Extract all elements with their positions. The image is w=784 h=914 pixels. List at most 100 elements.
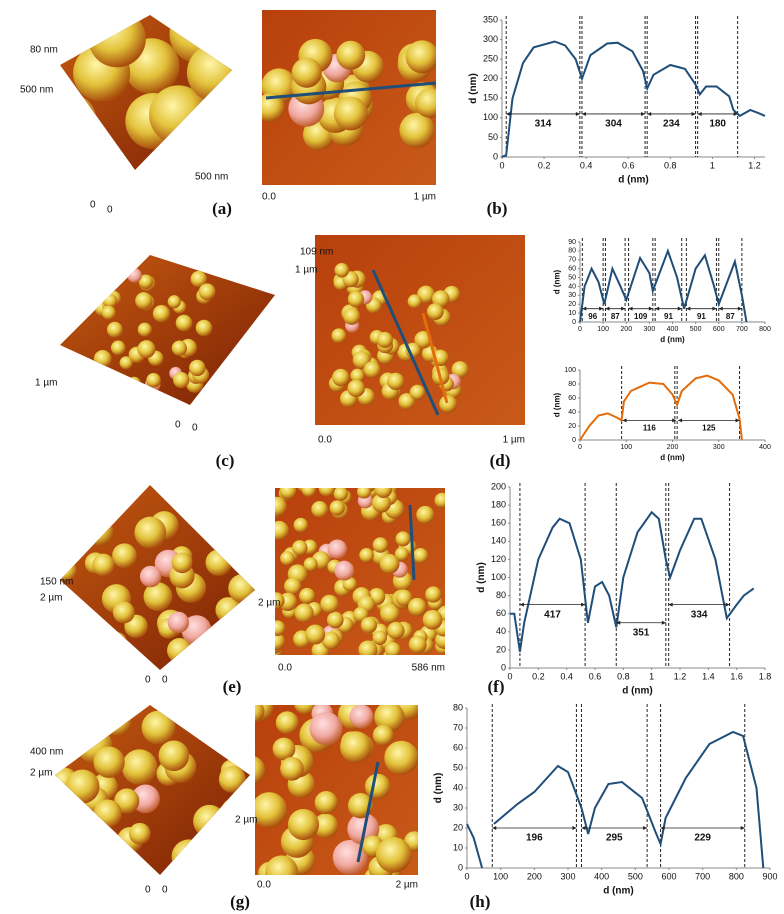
y-axis-label: d (nm) bbox=[476, 562, 487, 593]
width-label: 87 bbox=[726, 312, 735, 321]
grain bbox=[343, 307, 361, 325]
grain bbox=[61, 498, 90, 527]
panel-label: (g) bbox=[230, 892, 250, 911]
grain bbox=[198, 283, 216, 301]
image-axis-label: 2 µm bbox=[30, 768, 52, 779]
grain bbox=[255, 756, 266, 785]
grain bbox=[291, 57, 322, 88]
x-tick-label: 0 bbox=[507, 671, 512, 681]
y-tick-label: 0 bbox=[458, 862, 463, 872]
x-tick-label: 1.2 bbox=[748, 160, 761, 170]
grain bbox=[168, 485, 194, 503]
grain bbox=[356, 488, 371, 499]
grain bbox=[409, 384, 426, 401]
grain bbox=[101, 305, 116, 320]
grain bbox=[372, 537, 389, 553]
grain bbox=[121, 749, 158, 785]
grain bbox=[379, 553, 400, 574]
x-tick-label: 400 bbox=[594, 871, 609, 881]
grain bbox=[128, 822, 151, 845]
panel-label: (a) bbox=[212, 199, 232, 218]
x-tick-label: 1 bbox=[710, 160, 715, 170]
image-axis-label: 500 nm bbox=[20, 85, 53, 96]
grain bbox=[168, 705, 202, 720]
grain bbox=[127, 376, 141, 390]
y-tick-label: 300 bbox=[483, 34, 498, 44]
image-axis-label: 109 nm bbox=[300, 247, 333, 258]
image-axis-label: 1 µm bbox=[295, 265, 317, 276]
grain bbox=[105, 632, 128, 654]
grain bbox=[294, 705, 317, 715]
arrow-head bbox=[697, 111, 738, 116]
image-grains bbox=[275, 488, 445, 655]
x-tick-label: 1.6 bbox=[730, 671, 743, 681]
grain bbox=[171, 839, 207, 874]
grain bbox=[93, 746, 125, 778]
y-axis-label: d (nm) bbox=[433, 773, 444, 804]
image-axis-label: 0.0 bbox=[262, 192, 276, 203]
profile bbox=[501, 40, 766, 158]
width-label: 314 bbox=[535, 119, 552, 130]
image-axis-label: 586 nm bbox=[412, 663, 445, 674]
grain bbox=[275, 711, 299, 735]
grain bbox=[422, 609, 443, 630]
image-axis-label: 0 bbox=[90, 200, 96, 211]
grain bbox=[275, 632, 285, 651]
grain bbox=[60, 93, 97, 149]
width-label: 91 bbox=[664, 312, 673, 321]
panel-label: (e) bbox=[223, 677, 242, 696]
grain bbox=[407, 597, 427, 617]
x-tick-label: 500 bbox=[628, 871, 643, 881]
y-tick-label: 70 bbox=[453, 722, 463, 732]
grain bbox=[275, 496, 287, 517]
y-tick-label: 100 bbox=[483, 112, 498, 122]
grain bbox=[57, 840, 90, 872]
y-tick-label: 30 bbox=[453, 802, 463, 812]
grain bbox=[152, 304, 171, 323]
y-tick-label: 0 bbox=[493, 151, 498, 161]
image-axis-label: 2 µm bbox=[396, 880, 418, 891]
grain bbox=[293, 517, 309, 533]
grain bbox=[280, 551, 295, 566]
grain bbox=[333, 488, 348, 501]
x-tick-label: 300 bbox=[713, 444, 725, 451]
grain bbox=[188, 705, 217, 734]
grain bbox=[190, 270, 207, 288]
grain bbox=[158, 740, 190, 772]
y-tick-label: 20 bbox=[496, 644, 506, 654]
width-label: 91 bbox=[697, 312, 706, 321]
grain bbox=[212, 521, 234, 543]
grain bbox=[395, 589, 413, 607]
y-tick-label: 60 bbox=[496, 608, 506, 618]
x-tick-label: 200 bbox=[527, 871, 542, 881]
grain bbox=[425, 586, 442, 603]
grain bbox=[305, 624, 326, 645]
profile-line bbox=[356, 761, 380, 863]
grain bbox=[272, 737, 296, 761]
grain bbox=[171, 552, 193, 574]
grain bbox=[106, 321, 123, 338]
x-tick-label: 0 bbox=[464, 871, 469, 881]
grain bbox=[372, 724, 394, 746]
y-tick-label: 100 bbox=[491, 572, 506, 582]
x-tick-label: 1 bbox=[649, 671, 654, 681]
image-axis-label: 0 bbox=[145, 885, 151, 896]
grain bbox=[175, 314, 193, 332]
width-label: 295 bbox=[606, 833, 623, 844]
image-axis-label: 2 µm bbox=[235, 815, 257, 826]
image-axis-label: 1 µm bbox=[503, 435, 525, 446]
y-tick-label: 0 bbox=[572, 319, 576, 326]
y-tick-label: 200 bbox=[483, 73, 498, 83]
y-tick-label: 50 bbox=[488, 132, 498, 142]
x-axis-label: d (nm) bbox=[660, 335, 685, 344]
grain bbox=[407, 294, 422, 309]
x-tick-label: 500 bbox=[690, 326, 702, 333]
grain bbox=[451, 361, 469, 379]
x-tick-label: 0.2 bbox=[532, 671, 545, 681]
grain bbox=[279, 488, 297, 500]
grain bbox=[138, 274, 153, 289]
grain bbox=[415, 88, 436, 118]
y-tick-label: 140 bbox=[491, 536, 506, 546]
x-tick-label: 200 bbox=[620, 326, 632, 333]
grain bbox=[127, 268, 142, 283]
